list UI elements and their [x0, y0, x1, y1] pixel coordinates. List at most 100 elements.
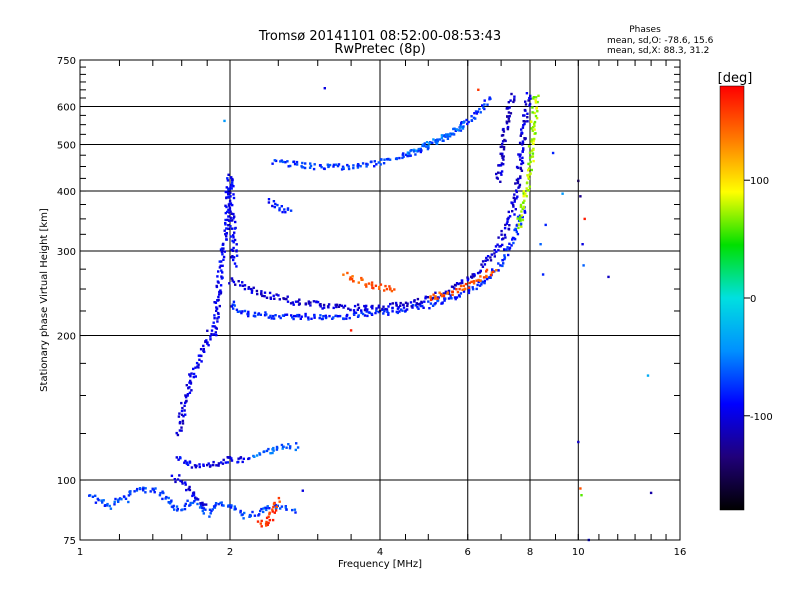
data-point [192, 375, 195, 379]
data-point [241, 310, 244, 313]
data-point [117, 498, 120, 501]
data-point [450, 133, 453, 136]
data-point [357, 281, 360, 284]
data-point [466, 279, 470, 282]
data-point [231, 203, 234, 207]
data-point [328, 163, 332, 167]
data-point [198, 358, 201, 361]
data-point [406, 302, 409, 305]
data-point [508, 120, 511, 123]
data-point [521, 141, 525, 145]
data-point [210, 332, 213, 336]
data-point [521, 126, 525, 129]
data-point [356, 164, 359, 167]
data-point [520, 214, 523, 217]
data-point [261, 294, 264, 298]
data-point [526, 112, 529, 115]
data-point [326, 305, 330, 308]
data-point [180, 401, 183, 405]
data-point [505, 248, 508, 251]
data-point [352, 166, 355, 170]
data-point [201, 501, 204, 505]
data-point [383, 310, 386, 313]
data-point [118, 497, 122, 500]
data-point [353, 304, 357, 308]
data-point [499, 244, 502, 248]
data-point [378, 309, 382, 313]
data-point [510, 92, 513, 96]
data-point [184, 481, 187, 484]
data-point [189, 382, 193, 385]
data-point [265, 296, 269, 299]
data-point [307, 316, 310, 319]
data-point [222, 458, 225, 462]
data-point [181, 508, 184, 511]
data-point [284, 506, 287, 509]
data-point [364, 283, 367, 286]
data-point [230, 459, 234, 462]
colorbar-label: [deg] [718, 71, 753, 86]
data-point [506, 115, 509, 118]
data-point [185, 384, 188, 387]
data-point [501, 128, 505, 131]
data-point [240, 311, 243, 315]
data-point [361, 312, 365, 316]
data-point [204, 340, 207, 344]
data-point [364, 307, 367, 310]
data-point [483, 103, 486, 106]
data-point [426, 145, 429, 148]
data-point [201, 506, 204, 510]
data-point [646, 374, 650, 377]
data-point [432, 138, 435, 141]
data-point [440, 136, 444, 140]
data-point [220, 501, 223, 504]
data-point [233, 262, 237, 265]
data-point [214, 502, 218, 505]
data-point [354, 311, 358, 314]
data-point [210, 509, 213, 513]
data-point [528, 104, 531, 107]
data-point [194, 466, 198, 469]
data-point [528, 156, 532, 159]
data-point [527, 99, 530, 102]
data-point [309, 304, 312, 307]
data-point [520, 225, 523, 228]
data-point [278, 298, 281, 301]
data-point [507, 253, 510, 257]
data-point [269, 296, 272, 299]
data-point [279, 316, 282, 320]
data-point [232, 234, 235, 237]
data-point [138, 487, 142, 490]
data-point [551, 151, 555, 155]
data-point [221, 264, 224, 267]
data-point [459, 284, 463, 288]
data-point [227, 224, 230, 227]
data-point [275, 445, 279, 449]
data-point [153, 491, 156, 494]
data-point [497, 262, 500, 265]
data-point [529, 94, 532, 98]
data-point [500, 233, 503, 236]
data-point [174, 480, 177, 484]
data-point [313, 163, 316, 166]
data-point [502, 163, 505, 166]
data-point [521, 218, 525, 222]
data-point [235, 308, 239, 311]
data-point [467, 291, 471, 295]
data-point [520, 131, 523, 134]
data-point [396, 311, 399, 315]
data-point [502, 158, 505, 161]
data-point [186, 499, 189, 502]
data-point [406, 304, 409, 308]
data-point [532, 148, 535, 151]
y-tick-label: 200 [57, 332, 76, 343]
data-point [264, 522, 268, 526]
data-point [229, 191, 232, 195]
data-point [167, 496, 170, 500]
data-point [113, 503, 116, 506]
data-point [183, 409, 186, 412]
data-point [352, 309, 356, 312]
data-point [227, 191, 230, 194]
data-point [189, 375, 192, 378]
data-point [500, 229, 503, 233]
